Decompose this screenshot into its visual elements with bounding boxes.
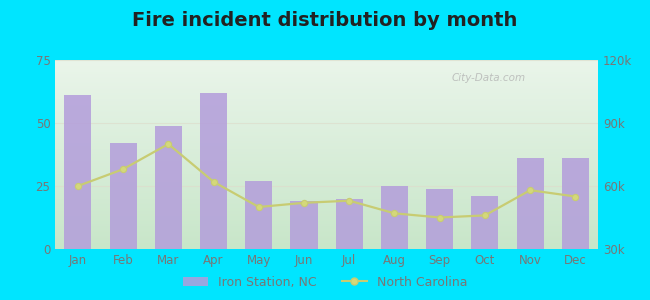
Bar bbox=[426, 188, 453, 249]
Bar bbox=[64, 95, 92, 249]
Bar bbox=[562, 158, 589, 249]
Bar bbox=[245, 181, 272, 249]
Bar bbox=[155, 125, 182, 249]
Bar bbox=[335, 199, 363, 249]
Bar bbox=[471, 196, 499, 249]
Bar bbox=[381, 186, 408, 249]
Bar bbox=[200, 93, 227, 249]
Bar bbox=[517, 158, 543, 249]
Text: Fire incident distribution by month: Fire incident distribution by month bbox=[133, 11, 517, 29]
Legend: Iron Station, NC, North Carolina: Iron Station, NC, North Carolina bbox=[178, 271, 472, 294]
Bar bbox=[109, 143, 136, 249]
Text: City-Data.com: City-Data.com bbox=[452, 73, 526, 83]
Bar bbox=[291, 201, 318, 249]
